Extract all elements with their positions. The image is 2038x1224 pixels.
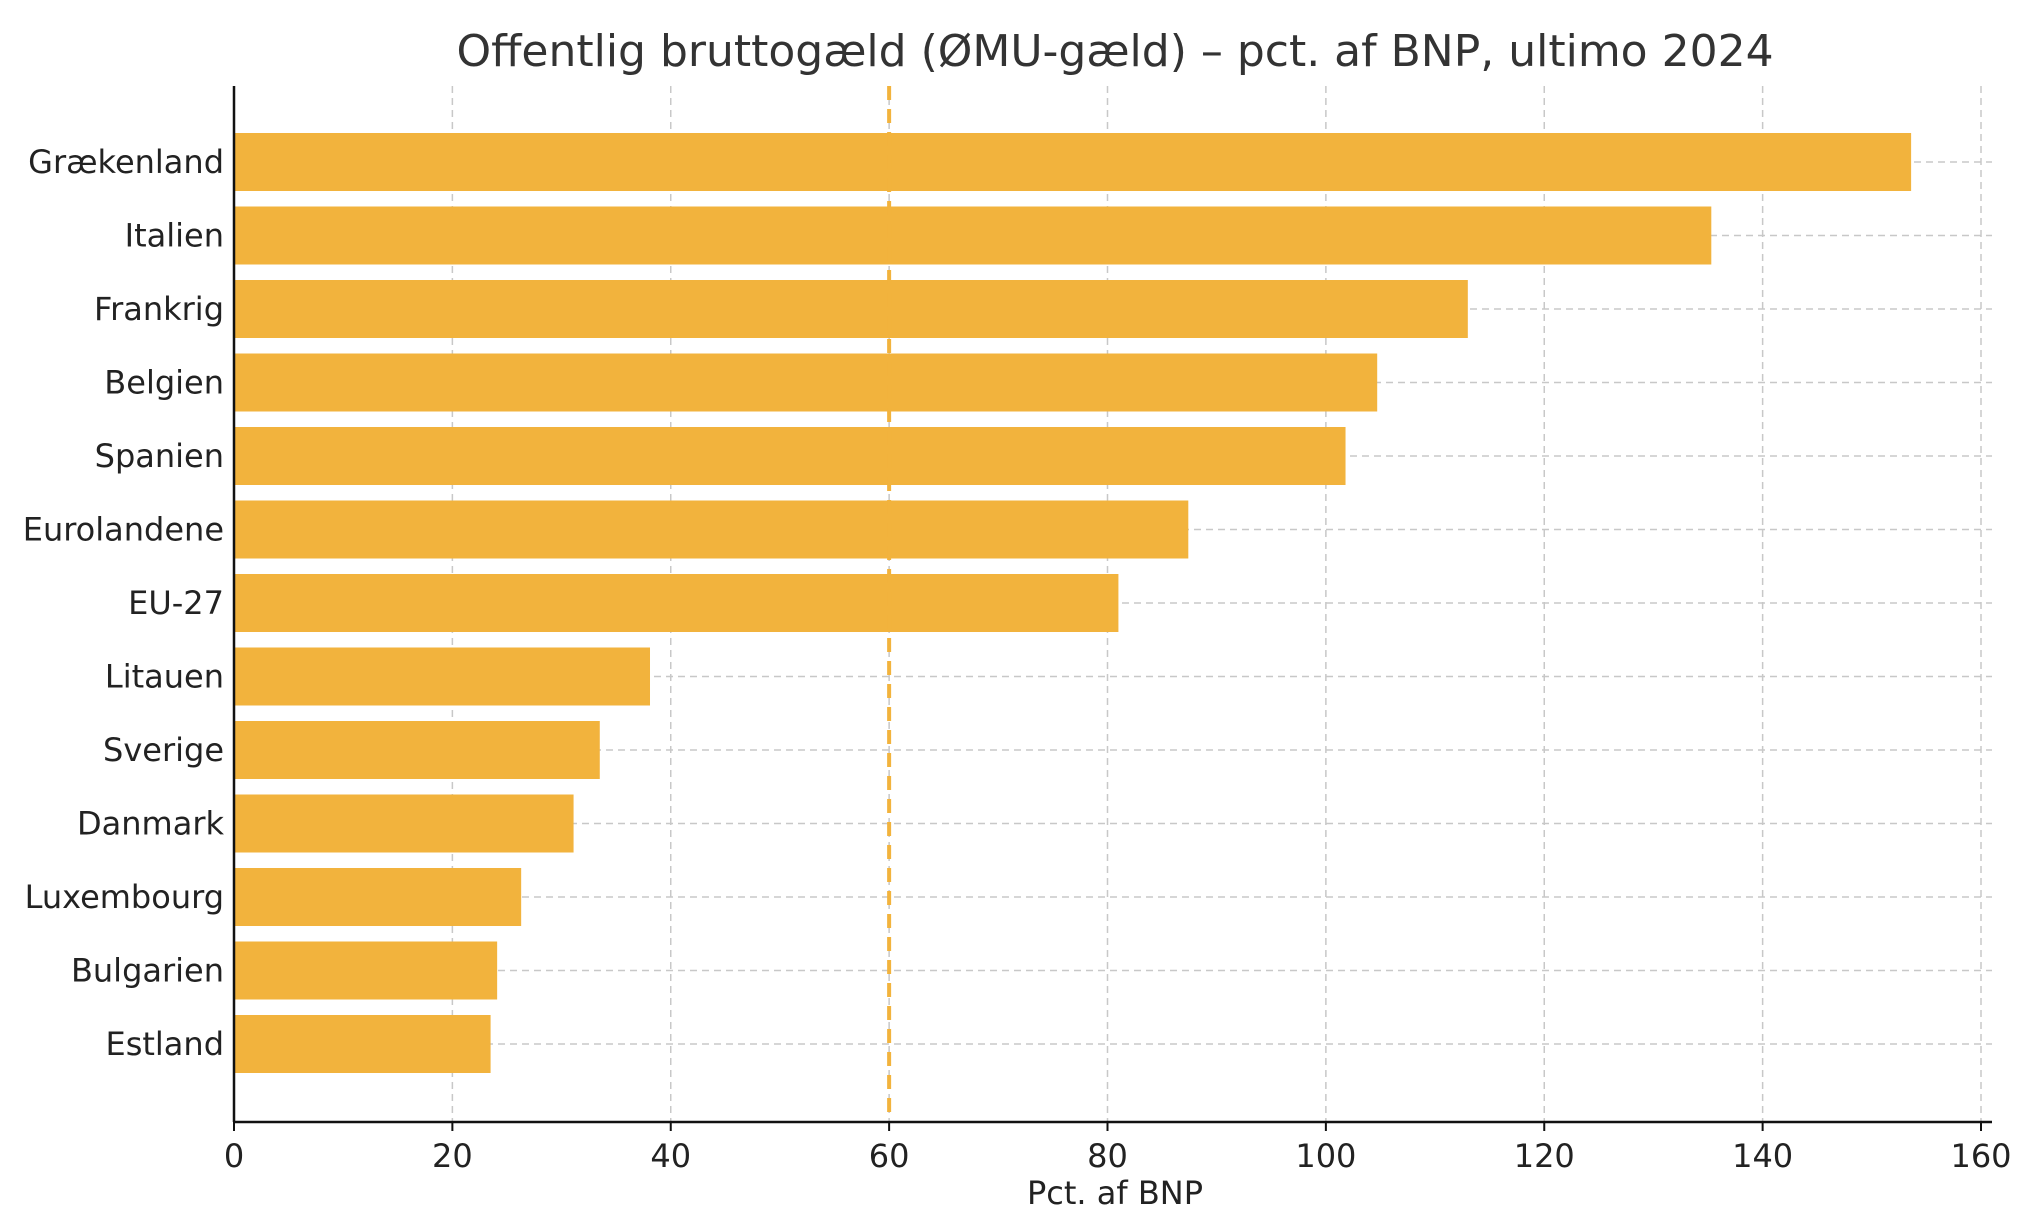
bar-estland	[234, 1015, 491, 1073]
category-label: Eurolandene	[23, 511, 224, 549]
category-label: Belgien	[104, 364, 224, 402]
x-tick-label: 0	[224, 1137, 244, 1175]
bar-danmark	[234, 794, 574, 853]
bar-litauen	[234, 647, 651, 706]
x-tick-label: 80	[1087, 1137, 1128, 1175]
x-tick-label: 140	[1732, 1137, 1793, 1175]
labels: Grækenland Italien Frankrig Belgien Spanien E…	[23, 143, 2012, 1175]
category-label: Luxembourg	[25, 878, 224, 916]
category-label: Italien	[125, 217, 224, 255]
bar-italien	[234, 206, 1712, 265]
category-label: Danmark	[77, 805, 224, 843]
x-tick-label: 100	[1295, 1137, 1356, 1175]
x-tick-label: 120	[1514, 1137, 1575, 1175]
x-axis-label: Pct. af BNP	[1027, 1174, 1203, 1212]
x-tick-label: 60	[869, 1137, 910, 1175]
category-label: Spanien	[95, 437, 224, 475]
category-label: Sverige	[103, 731, 224, 769]
x-tick-label: 160	[1950, 1137, 2011, 1175]
category-label: Estland	[105, 1025, 224, 1063]
bar-eurolandene	[234, 500, 1189, 559]
bar-frankrig	[234, 280, 1468, 338]
bar-sverige	[234, 721, 600, 779]
bar-spanien	[234, 427, 1346, 485]
bar-eu-27	[234, 574, 1119, 632]
chart-title: Offentlig bruttogæld (ØMU-gæld) – pct. a…	[456, 26, 1773, 77]
bar-bulgarien	[234, 941, 498, 1000]
category-label: Litauen	[105, 658, 224, 696]
category-label: EU-27	[128, 584, 224, 622]
bars	[234, 133, 1912, 1073]
category-label: Grækenland	[28, 143, 224, 181]
bar-belgien	[234, 353, 1378, 412]
x-tick-label: 40	[650, 1137, 691, 1175]
bar-luxembourg	[234, 868, 522, 926]
bar-grækenland	[234, 133, 1912, 191]
category-label: Frankrig	[94, 290, 224, 328]
x-tick-label: 20	[432, 1137, 473, 1175]
category-label: Bulgarien	[71, 952, 224, 990]
axes	[232, 86, 1992, 1131]
